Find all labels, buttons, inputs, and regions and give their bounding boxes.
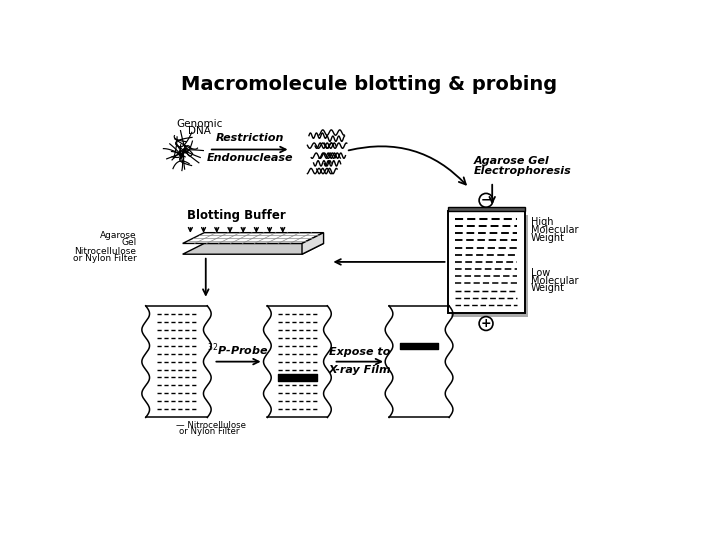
Text: Electrophoresis: Electrophoresis <box>474 166 572 176</box>
Text: +: + <box>481 317 491 330</box>
Text: Restriction: Restriction <box>215 133 284 143</box>
Polygon shape <box>183 244 323 254</box>
Text: Weight: Weight <box>531 233 564 242</box>
Text: Molecular: Molecular <box>531 225 578 235</box>
Text: Expose to: Expose to <box>329 347 390 357</box>
Polygon shape <box>448 211 525 313</box>
Text: or Nylon Filter: or Nylon Filter <box>73 254 137 262</box>
Text: −: − <box>481 194 491 207</box>
Text: Molecular: Molecular <box>531 276 578 286</box>
Text: High: High <box>531 217 553 227</box>
Text: X-ray Film: X-ray Film <box>328 366 391 375</box>
Text: Weight: Weight <box>531 284 564 293</box>
Text: Agarose Gel: Agarose Gel <box>474 157 549 166</box>
Text: — Nitrocellulose: — Nitrocellulose <box>176 421 246 430</box>
Text: Low: Low <box>531 268 550 278</box>
Text: Agarose: Agarose <box>100 231 137 240</box>
Text: $^{32}$P-Probe: $^{32}$P-Probe <box>207 341 269 358</box>
Polygon shape <box>448 207 525 211</box>
Polygon shape <box>451 215 528 316</box>
Polygon shape <box>302 233 323 254</box>
Text: Macromolecule blotting & probing: Macromolecule blotting & probing <box>181 75 557 94</box>
Text: DNA: DNA <box>188 126 211 137</box>
Text: or Nylon Filter: or Nylon Filter <box>179 428 239 436</box>
Text: Gel: Gel <box>121 238 137 247</box>
Text: Endonuclease: Endonuclease <box>207 153 293 163</box>
Text: Blotting Buffer: Blotting Buffer <box>187 209 286 222</box>
Text: Nitrocellulose: Nitrocellulose <box>74 247 137 256</box>
Polygon shape <box>183 233 323 244</box>
Text: Genomic: Genomic <box>176 119 222 130</box>
